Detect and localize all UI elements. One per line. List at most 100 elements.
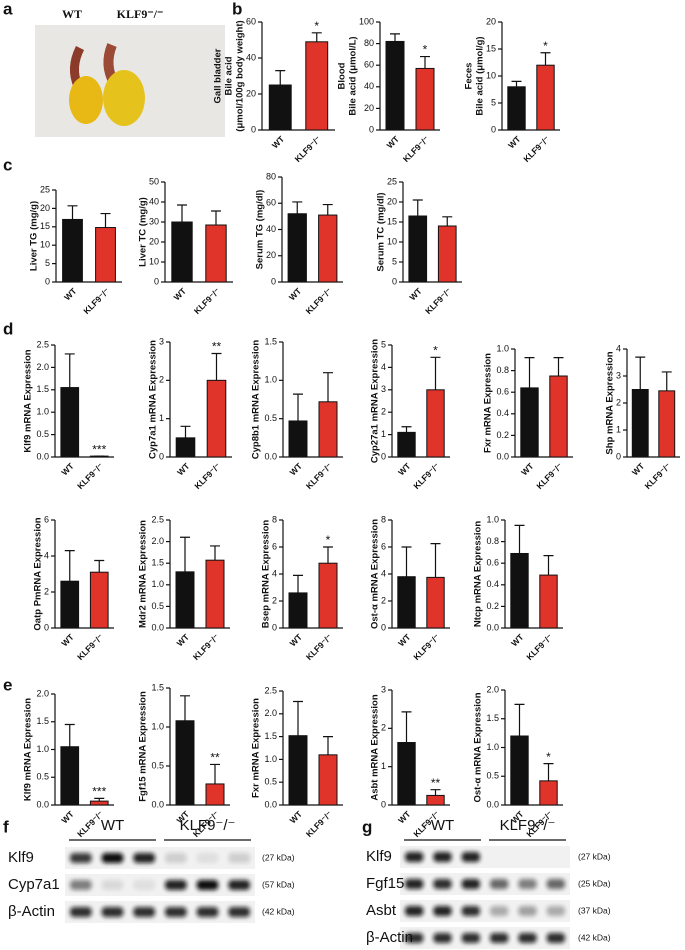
y-tick-label: 0.0: [486, 622, 499, 632]
bar: [175, 437, 196, 458]
bar: [171, 221, 193, 283]
x-tick-label: WT: [396, 631, 413, 648]
y-tick-label: 2: [616, 397, 621, 407]
y-axis-label: Fxr mRNA Expression: [251, 698, 262, 798]
x-tick-label: WT: [59, 460, 76, 477]
bar: [385, 40, 405, 131]
error-bar: [64, 550, 75, 582]
bar: [318, 754, 338, 806]
bar: [305, 41, 329, 131]
y-tick-label: 0: [44, 622, 49, 632]
x-tick-label: KLF9⁻/⁻: [411, 632, 441, 662]
y-tick-label: 1.5: [264, 731, 277, 741]
bar: [318, 214, 338, 283]
y-tick-label: 3: [159, 336, 164, 346]
error-bar: [292, 201, 303, 214]
y-tick-label: 1.0: [264, 375, 277, 385]
blot-band: [133, 853, 155, 863]
y-tick-label: 2.5: [151, 514, 164, 524]
x-tick-label: KLF9⁻/⁻: [534, 461, 564, 491]
error-bar: [661, 371, 672, 391]
y-axis-label: Bile acid: [224, 56, 235, 95]
x-tick-label: WT: [385, 133, 402, 150]
error-bar: [323, 372, 333, 402]
y-tick-label: 0.0: [264, 799, 277, 809]
y-tick-label: 0.0: [151, 799, 164, 809]
error-bar: [635, 356, 646, 390]
y-tick-label: 1.0: [496, 343, 509, 353]
blot-band: [405, 933, 424, 943]
y-tick-label: 0.0: [36, 451, 49, 461]
significance: **: [431, 776, 441, 790]
x-tick-label: WT: [519, 460, 536, 477]
blot-band: [70, 853, 92, 863]
y-axis-label: Ost-α mRNA Expression: [473, 692, 484, 802]
bar: [397, 431, 416, 458]
significance: *: [546, 750, 551, 764]
blot-group-label: WT: [431, 817, 454, 834]
y-axis-label: Ntcp mRNA Expression: [473, 521, 484, 627]
blot-band: [196, 880, 219, 890]
error-bar: [293, 700, 303, 736]
significance: **: [212, 340, 222, 354]
blot-size-label: (42 kDa): [262, 906, 295, 916]
y-tick-label: 2.0: [151, 536, 164, 546]
error-bar: [211, 352, 222, 381]
y-tick-label: 0: [381, 622, 386, 632]
y-tick-label: 4: [381, 362, 386, 372]
y-tick-label: 1.5: [264, 336, 277, 346]
y-tick-label: 15: [40, 221, 50, 231]
error-bar: [177, 204, 187, 222]
blot-strip: [400, 900, 570, 922]
y-tick-label: 0.8: [496, 365, 509, 375]
y-tick-label: 0: [154, 276, 159, 286]
bar: [62, 218, 83, 283]
y-tick-label: 0.5: [264, 413, 277, 423]
y-tick-label: 4: [381, 568, 386, 578]
x-tick-label: WT: [288, 808, 305, 825]
blot-band: [518, 906, 537, 916]
y-tick-label: 1: [159, 413, 164, 423]
bar: [397, 742, 416, 806]
panel-label: b: [232, 0, 242, 18]
x-tick-label: WT: [288, 460, 305, 477]
x-tick-label: KLF9⁻/⁻: [521, 134, 551, 164]
error-bar: [64, 723, 75, 747]
y-axis-label: Bile acid (μmol/L): [348, 36, 359, 115]
y-tick-label: 1.0: [36, 744, 49, 754]
blot-size-label: (27 kDa): [262, 852, 295, 862]
y-tick-label: 8: [381, 514, 386, 524]
x-tick-label: WT: [288, 631, 305, 648]
error-bar: [401, 546, 412, 577]
bar: [507, 86, 526, 131]
blot-band: [101, 880, 124, 890]
blot-size-label: (37 kDa): [578, 905, 611, 915]
bar: [206, 379, 227, 458]
y-axis-label: Shp mRNA Expression: [605, 351, 616, 454]
bar: [287, 213, 307, 283]
x-tick-label: KLF9⁻/⁻: [524, 632, 554, 662]
bar: [426, 389, 445, 458]
y-tick-label: 5: [392, 256, 397, 266]
y-tick-label: 1.0: [486, 514, 499, 524]
y-tick-label: 10: [40, 240, 50, 250]
blot-group-label: KLF9⁻/⁻: [180, 817, 236, 834]
y-tick-label: 6: [272, 541, 277, 551]
y-tick-label: 0.5: [264, 777, 277, 787]
y-tick-label: 0.8: [486, 536, 499, 546]
panel-label: c: [3, 155, 12, 174]
blot-band: [101, 853, 124, 863]
error-bar: [210, 763, 220, 784]
significance: ***: [92, 785, 106, 799]
y-tick-label: 30: [149, 216, 159, 226]
y-tick-label: 10: [387, 236, 397, 246]
blot-band: [196, 853, 219, 863]
blot-strip: [65, 901, 255, 923]
blot-band: [196, 907, 219, 917]
bar: [95, 227, 116, 283]
blot-group-label: KLF9⁻/⁻: [500, 817, 556, 834]
error-bar: [420, 55, 430, 69]
y-tick-label: 0.0: [36, 799, 49, 809]
y-tick-label: 1.5: [36, 384, 49, 394]
error-bar: [100, 212, 111, 228]
